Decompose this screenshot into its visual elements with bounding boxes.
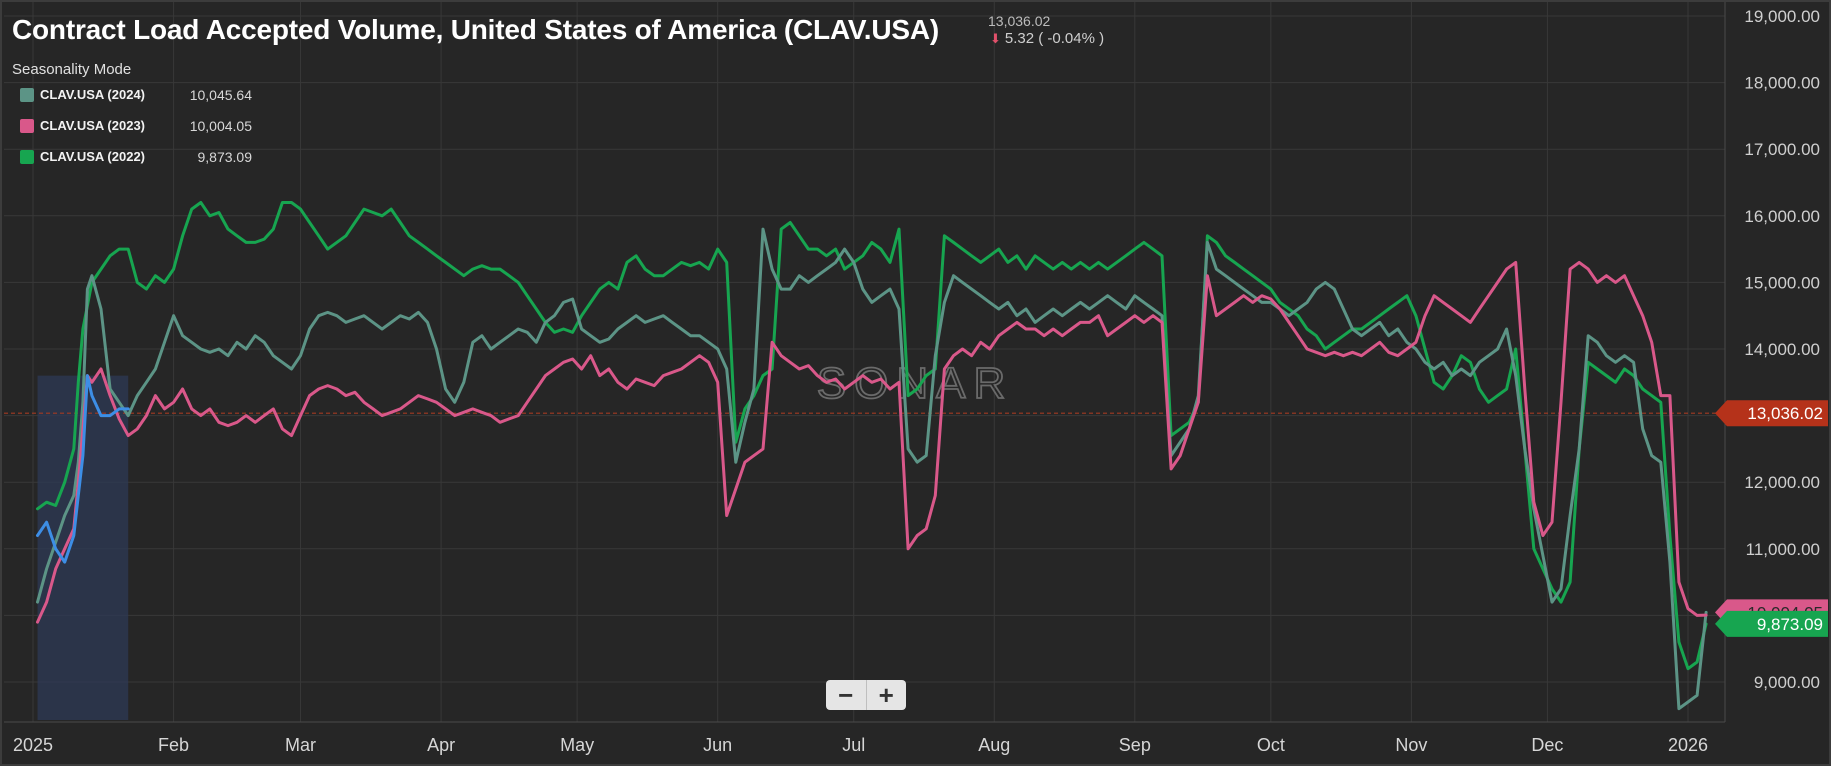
y-tick-label: 11,000.00	[1746, 540, 1820, 559]
x-tick-label: Sep	[1119, 735, 1151, 755]
x-tick-label: Apr	[427, 735, 455, 755]
change-readout: ⬇ 5.32 ( -0.04% )	[990, 30, 1104, 47]
series-2022-marker-label: 9,873.09	[1757, 615, 1823, 634]
change-value: 5.32 ( -0.04% )	[1004, 30, 1105, 47]
x-tick-label: Mar	[285, 735, 316, 755]
y-tick-label: 19,000.00	[1744, 7, 1820, 26]
x-tick-label: May	[560, 735, 594, 755]
x-tick-label: Oct	[1257, 735, 1285, 755]
seasonality-mode-label: Seasonality Mode	[12, 61, 132, 78]
x-tick-label: Dec	[1531, 735, 1563, 755]
page-title: Contract Load Accepted Volume, United St…	[12, 14, 940, 45]
x-tick-label: Jun	[703, 735, 732, 755]
current-value-marker-label: 13,036.02	[1747, 404, 1823, 423]
zoom-controls: − +	[826, 680, 906, 710]
legend-swatch-icon	[20, 150, 34, 164]
x-tick-label: 2025	[13, 735, 53, 755]
legend-swatch-icon	[20, 119, 34, 133]
y-tick-label: 17,000.00	[1744, 140, 1820, 159]
y-tick-label: 16,000.00	[1744, 207, 1820, 226]
x-tick-label: Nov	[1395, 735, 1427, 755]
series-line-2023	[36, 260, 1708, 624]
y-tick-label: 12,000.00	[1744, 473, 1820, 492]
down-arrow-icon: ⬇	[990, 31, 1001, 46]
x-tick-label: Jul	[842, 735, 865, 755]
x-tick-label: 2026	[1668, 735, 1708, 755]
y-tick-label: 9,000.00	[1754, 673, 1820, 692]
legend-value: 9,873.09	[197, 149, 253, 165]
legend-name: CLAV.USA (2024)	[40, 87, 145, 102]
legend-value: 10,004.05	[189, 118, 252, 134]
y-tick-label: 18,000.00	[1744, 74, 1820, 93]
x-tick-label: Feb	[158, 735, 189, 755]
x-tick-label: Aug	[978, 735, 1010, 755]
legend-swatch-icon	[20, 88, 34, 102]
current-value-marker	[1715, 400, 1828, 427]
y-tick-label: 14,000.00	[1744, 340, 1820, 359]
series-2022-marker	[1715, 610, 1828, 637]
legend-value: 10,045.64	[189, 87, 252, 103]
last-value: 13,036.02	[988, 13, 1051, 29]
watermark-text: SONAR	[817, 359, 1013, 408]
series-line-2024	[36, 227, 1708, 711]
zoom-in-button[interactable]: +	[878, 680, 894, 710]
legend-name: CLAV.USA (2023)	[40, 118, 145, 133]
series-line-2025	[36, 374, 130, 564]
legend-name: CLAV.USA (2022)	[40, 149, 145, 164]
series-line-2022	[36, 201, 1708, 671]
y-tick-label: 15,000.00	[1744, 273, 1820, 292]
zoom-out-button[interactable]: −	[826, 680, 867, 710]
